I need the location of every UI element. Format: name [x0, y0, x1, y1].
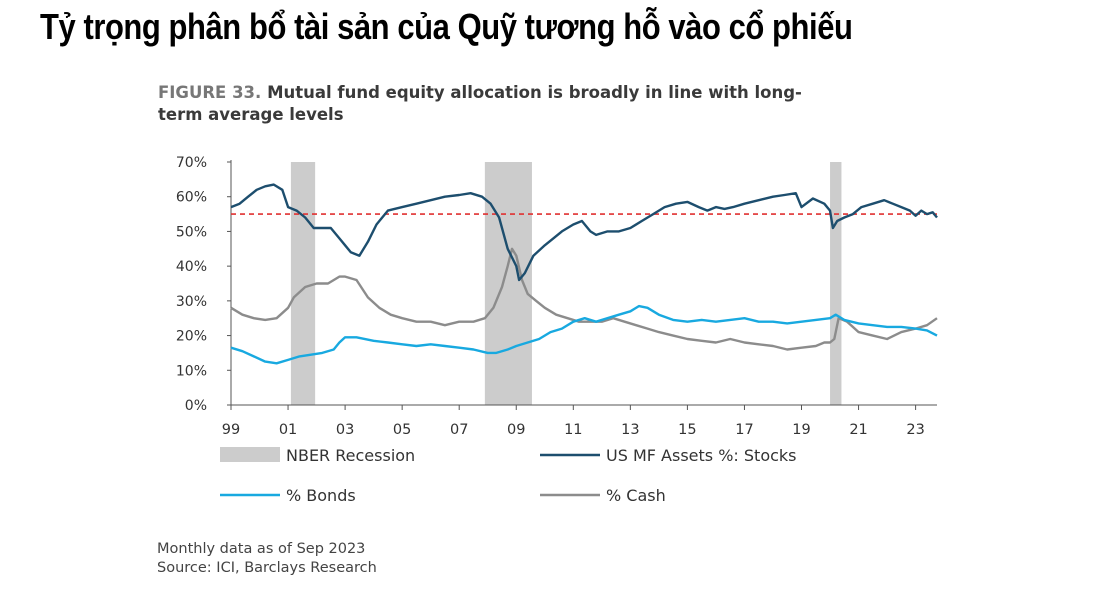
- recession-band-1: [484, 162, 532, 405]
- page-heading: Tỷ trọng phân bổ tài sản của Quỹ tương h…: [40, 6, 853, 47]
- x-tick-label: 11: [564, 422, 582, 438]
- legend-label-stocks: US MF Assets %: Stocks: [606, 446, 797, 465]
- x-tick-label: 23: [906, 422, 924, 438]
- x-tick-label: 05: [393, 422, 411, 438]
- y-tick-label: 40%: [176, 259, 207, 275]
- series-line-stocks: [230, 183, 938, 282]
- figure-title-line1: Mutual fund equity allocation is broadly…: [267, 83, 802, 102]
- y-tick-label: 70%: [176, 155, 207, 171]
- y-tick-label: 0%: [185, 398, 207, 414]
- x-tick-label: 13: [621, 422, 639, 438]
- figure-label: FIGURE 33.: [158, 83, 262, 102]
- x-tick-label: 21: [849, 422, 867, 438]
- x-tick-label: 17: [735, 422, 753, 438]
- legend-label-cash: % Cash: [606, 486, 666, 505]
- legend-swatch-recession: [220, 447, 280, 462]
- x-tick-label: 01: [279, 422, 297, 438]
- y-tick-label: 60%: [176, 190, 207, 206]
- figure-title: FIGURE 33. Mutual fund equity allocation…: [158, 82, 958, 126]
- x-tick-label: 07: [450, 422, 468, 438]
- footnote-source: Source: ICI, Barclays Research: [157, 560, 377, 576]
- recession-band-2: [830, 162, 842, 405]
- y-tick-label: 20%: [176, 329, 207, 345]
- figure-title-line2: term average levels: [158, 105, 344, 124]
- series-line-cash: [230, 247, 938, 351]
- recession-band-0: [290, 162, 316, 405]
- footnote-data-date: Monthly data as of Sep 2023: [157, 541, 366, 557]
- y-tick-label: 10%: [176, 363, 207, 379]
- x-tick-label: 19: [792, 422, 810, 438]
- legend-label-bonds: % Bonds: [286, 486, 356, 505]
- x-tick-label: 03: [336, 422, 354, 438]
- x-tick-label: 99: [222, 422, 240, 438]
- x-tick-label: 15: [678, 422, 696, 438]
- series-line-bonds: [230, 304, 938, 365]
- x-tick-label: 09: [507, 422, 525, 438]
- y-tick-label: 30%: [176, 294, 207, 310]
- y-tick-label: 50%: [176, 224, 207, 240]
- legend-label-recession: NBER Recession: [286, 446, 415, 465]
